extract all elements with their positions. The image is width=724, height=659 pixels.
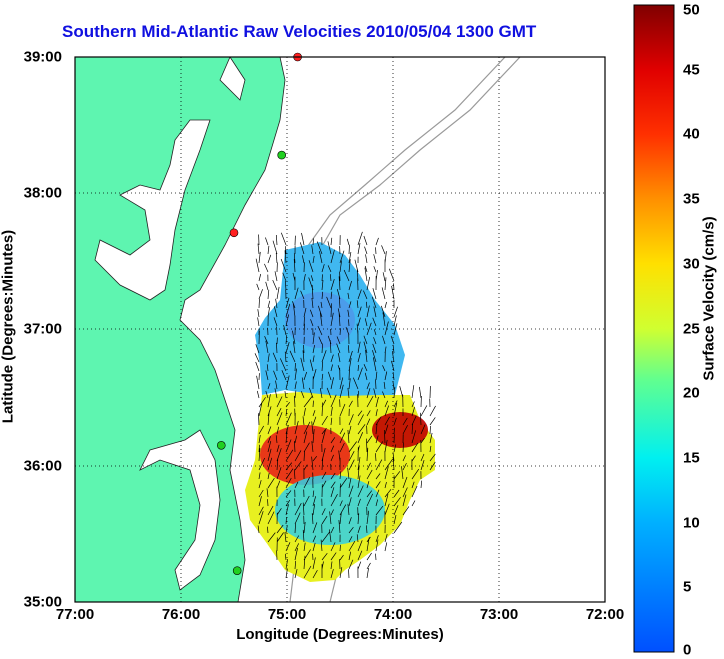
radar-station-marker (229, 228, 239, 238)
plot-frame (74, 56, 606, 603)
pamlico-sound (139, 429, 221, 591)
colorbar-tick: 45 (683, 61, 700, 79)
radar-station-marker (277, 150, 287, 160)
lat-tick: 36:00 (23, 457, 62, 475)
delaware-bay (219, 57, 246, 101)
radar-station-marker (216, 441, 226, 450)
colorbar-tick: 50 (683, 1, 700, 19)
lat-tick: 37:00 (23, 320, 62, 338)
colorbar-tick: 0 (683, 641, 692, 659)
grid (75, 57, 605, 602)
colorbar-tick: 20 (683, 384, 700, 402)
vector-arrows (254, 231, 436, 579)
colorbar-tick: 40 (683, 125, 700, 143)
colorbar-tick: 10 (683, 514, 700, 532)
radar-station-marker (232, 566, 242, 575)
colorbar (633, 4, 675, 653)
radar-stations (216, 52, 302, 575)
y-axis-label: Latitude (Degrees:Minutes) (0, 229, 17, 424)
lon-tick: 73:00 (479, 606, 519, 623)
colorbar-label: Surface Velocity (cm/s) (700, 216, 718, 381)
lat-tick: 35:00 (23, 593, 62, 611)
colorbar-tick: 30 (683, 255, 700, 273)
colorbar-tick: 25 (683, 320, 700, 337)
velocity-vectors (254, 231, 436, 579)
colorbar-tick: 35 (683, 190, 700, 208)
x-axis-label: Longitude (Degrees:Minutes) (236, 626, 444, 643)
lat-tick: 39:00 (23, 48, 62, 66)
lon-tick: 74:00 (373, 606, 413, 623)
lat-tick: 38:00 (23, 184, 62, 202)
lon-tick: 77:00 (55, 606, 95, 623)
colorbar-tick: 15 (683, 449, 700, 467)
lon-tick: 72:00 (585, 606, 625, 623)
lon-tick: 75:00 (267, 606, 307, 623)
lon-tick: 76:00 (161, 606, 201, 623)
colorbar-tick: 5 (683, 578, 692, 596)
